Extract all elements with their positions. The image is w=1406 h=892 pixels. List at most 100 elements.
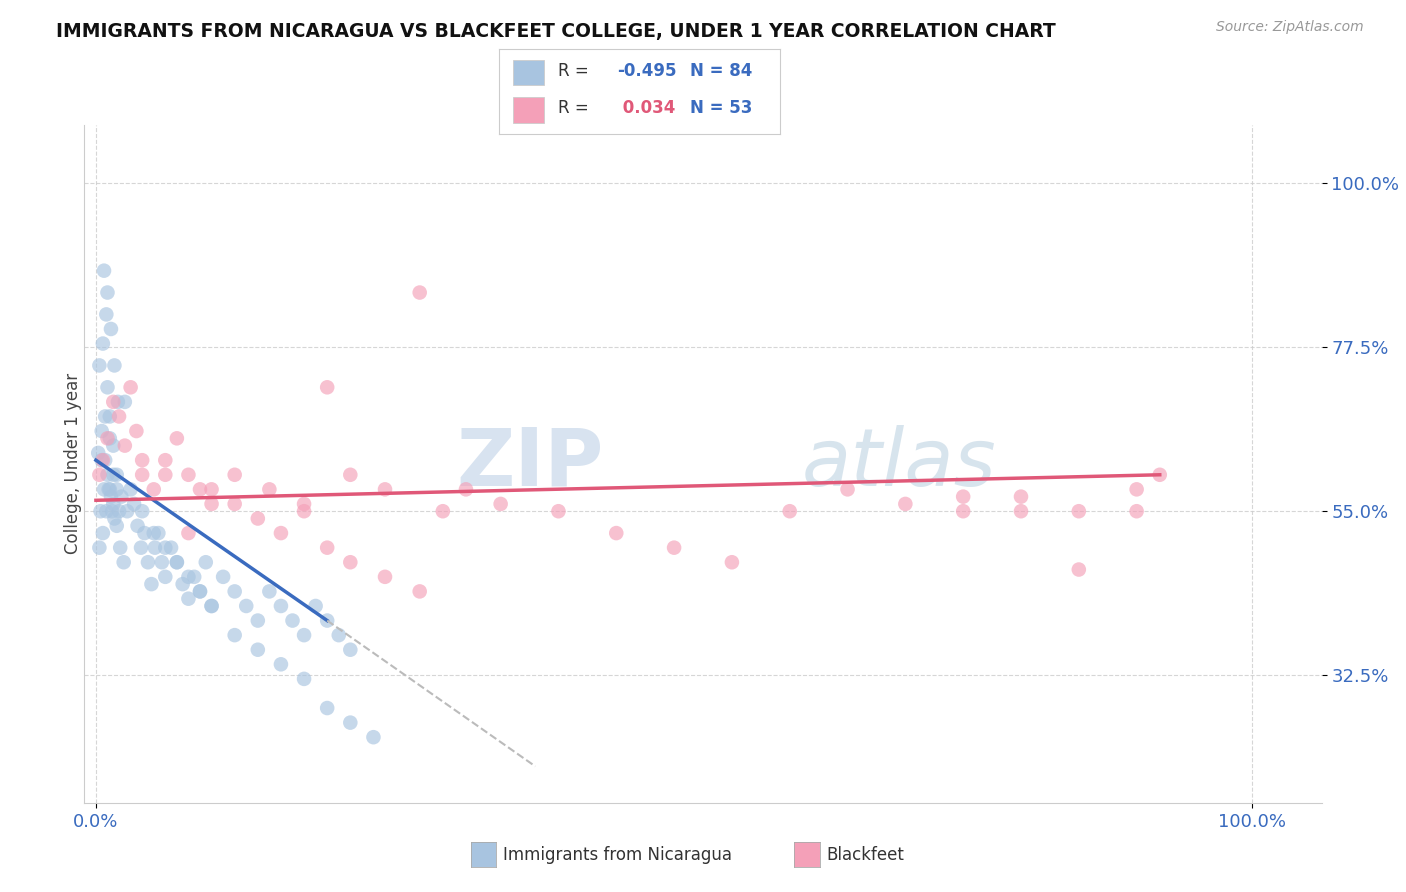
Point xyxy=(304,599,326,613)
Point xyxy=(108,504,131,518)
FancyBboxPatch shape xyxy=(513,97,544,123)
Point xyxy=(142,483,165,497)
Point xyxy=(90,453,112,467)
Point xyxy=(1067,562,1090,576)
Point xyxy=(103,467,125,482)
Point xyxy=(1010,490,1032,504)
Point xyxy=(98,431,121,445)
Point xyxy=(200,483,222,497)
Point xyxy=(200,599,222,613)
Point xyxy=(112,555,135,569)
Point xyxy=(114,395,136,409)
Point xyxy=(374,570,396,584)
Point xyxy=(454,483,477,497)
Point xyxy=(89,541,111,555)
Point xyxy=(235,599,257,613)
Point xyxy=(224,467,246,482)
Point xyxy=(108,541,131,555)
Point xyxy=(101,504,124,518)
Point xyxy=(94,409,117,424)
Point xyxy=(93,263,115,277)
Point xyxy=(100,322,122,336)
Point xyxy=(131,467,153,482)
Point xyxy=(155,541,177,555)
Point xyxy=(110,490,132,504)
Text: 0.034: 0.034 xyxy=(617,99,676,118)
Point xyxy=(662,541,685,555)
Point xyxy=(96,380,118,394)
Point xyxy=(177,526,200,541)
Point xyxy=(96,285,118,300)
Point xyxy=(155,453,177,467)
Point xyxy=(721,555,744,569)
Point xyxy=(96,467,118,482)
Point xyxy=(200,599,222,613)
Point xyxy=(103,511,125,525)
Point xyxy=(127,518,149,533)
Point xyxy=(409,285,432,300)
Point xyxy=(89,359,111,373)
Text: R =: R = xyxy=(558,62,595,80)
Point xyxy=(105,518,128,533)
Point xyxy=(270,526,292,541)
Point xyxy=(246,642,269,657)
Point xyxy=(96,307,118,321)
Point xyxy=(142,526,165,541)
Point xyxy=(605,526,627,541)
Point xyxy=(188,483,211,497)
Point xyxy=(363,730,385,744)
Point xyxy=(105,467,128,482)
Point xyxy=(1125,504,1147,518)
Point xyxy=(115,504,138,518)
Point xyxy=(292,497,315,511)
Point xyxy=(131,504,153,518)
Point xyxy=(259,584,281,599)
Point xyxy=(87,446,110,460)
Point xyxy=(224,584,246,599)
Point xyxy=(103,497,125,511)
Point xyxy=(952,504,974,518)
Point xyxy=(952,490,974,504)
Point xyxy=(120,483,142,497)
Text: Blackfeet: Blackfeet xyxy=(827,846,904,863)
Point xyxy=(148,526,170,541)
Point xyxy=(172,577,194,591)
Point xyxy=(129,541,152,555)
Point xyxy=(125,424,148,438)
Point xyxy=(316,541,339,555)
Point xyxy=(224,497,246,511)
Point xyxy=(339,467,361,482)
Point xyxy=(292,672,315,686)
Point xyxy=(177,591,200,606)
Point xyxy=(91,453,114,467)
Point xyxy=(432,504,454,518)
Point xyxy=(224,628,246,642)
Text: atlas: atlas xyxy=(801,425,997,503)
Point xyxy=(103,359,125,373)
Point xyxy=(837,483,859,497)
Point xyxy=(374,483,396,497)
Point xyxy=(97,483,120,497)
Point xyxy=(1067,504,1090,518)
Point xyxy=(292,504,315,518)
Text: Immigrants from Nicaragua: Immigrants from Nicaragua xyxy=(503,846,733,863)
Point xyxy=(93,483,115,497)
Point xyxy=(91,526,114,541)
Point xyxy=(103,439,125,453)
Point xyxy=(96,431,118,445)
Point xyxy=(166,431,188,445)
Point xyxy=(183,570,205,584)
Point xyxy=(270,657,292,672)
Text: N = 84: N = 84 xyxy=(690,62,752,80)
Point xyxy=(894,497,917,511)
Point xyxy=(90,424,112,438)
Point xyxy=(120,380,142,394)
Text: N = 53: N = 53 xyxy=(690,99,752,118)
Point xyxy=(246,511,269,525)
Point xyxy=(155,570,177,584)
Text: ZIP: ZIP xyxy=(457,425,605,503)
Point xyxy=(98,483,121,497)
Point xyxy=(108,409,131,424)
Point xyxy=(339,642,361,657)
Point xyxy=(270,599,292,613)
